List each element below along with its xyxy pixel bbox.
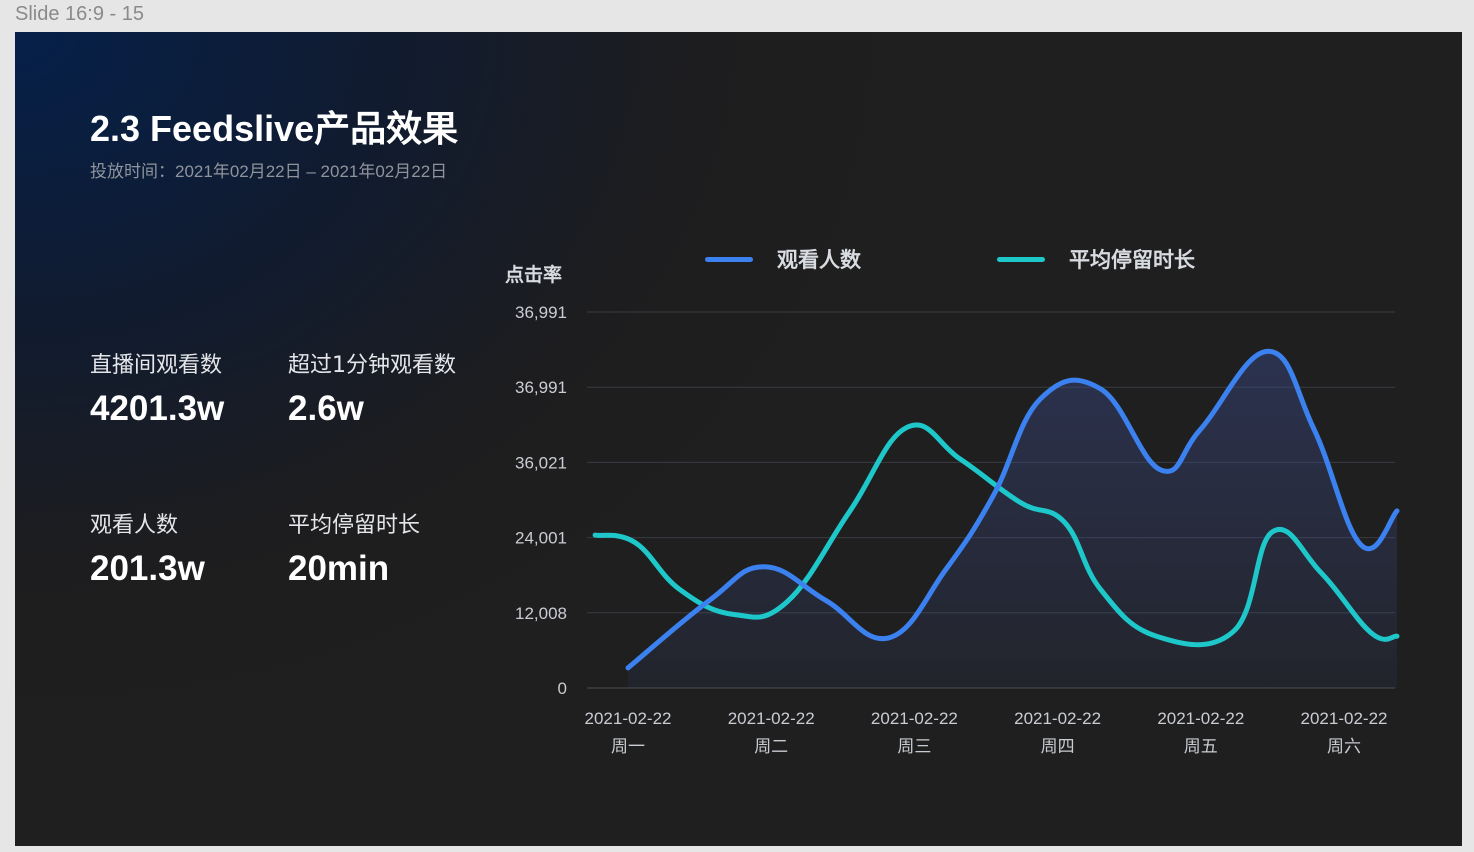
line-chart: 0 12,008 24,001 36,021 36,991 36,991 2021-02-2… [515,303,1400,757]
stat-value: 2.6w [288,389,364,428]
y-tick-label: 36,021 [515,453,567,472]
stat-live-views: 直播间观看数 4201.3w [90,347,224,429]
x-tick-day: 周三 [897,737,931,757]
x-tick-day: 周二 [754,737,788,757]
series-area [628,351,1397,688]
stat-label: 平均停留时长 [288,513,421,538]
x-tick-date: 2021-02-22 [1157,709,1244,728]
stat-label: 直播间观看数 [90,353,223,378]
x-tick-day: 周一 [611,737,645,757]
legend-item-viewers[interactable]: 观看人数 [705,244,861,274]
stat-label: 超过1分钟观看数 [288,353,456,378]
y-tick-label: 12,008 [515,604,567,623]
stat-avg-stay-time: 平均停留时长 20min [288,507,420,589]
stat-label: 观看人数 [90,513,179,538]
legend-item-avg-stay[interactable]: 平均停留时长 [997,244,1195,274]
stat-value: 4201.3w [90,389,225,428]
y-tick-label: 0 [558,679,567,698]
frame-label[interactable]: Slide 16:9 - 15 [15,3,144,25]
slide-subtitle: 投放时间：2021年02月22日 – 2021年02月22日 [90,162,448,181]
x-tick-date: 2021-02-22 [728,709,815,728]
series-line [625,348,1400,671]
y-tick-label: 36,991 [515,378,567,397]
stat-over-1min-views: 超过1分钟观看数 2.6w [288,347,456,429]
slide-canvas: 2.3 Feedslive产品效果 投放时间：2021年02月22日 – 202… [15,32,1462,846]
x-tick-date: 2021-02-22 [585,709,672,728]
x-tick-date: 2021-02-22 [1014,709,1101,728]
x-tick-date: 2021-02-22 [1301,709,1388,728]
stat-value: 201.3w [90,549,205,588]
x-tick-day: 周六 [1327,737,1361,757]
stat-viewers: 观看人数 201.3w [90,507,205,589]
legend-swatch [997,256,1045,262]
legend-swatch [705,256,753,262]
y-axis-title: 点击率 [505,264,563,286]
series-line [592,422,1400,648]
x-tick-day: 周四 [1041,737,1075,757]
stat-value: 20min [288,549,390,588]
legend-label: 观看人数 [777,248,861,272]
x-tick-day: 周五 [1184,737,1218,757]
legend-label: 平均停留时长 [1069,248,1195,272]
y-tick-label: 24,001 [515,529,567,548]
y-tick-label: 36,991 [515,303,567,322]
slide-title: 2.3 Feedslive产品效果 [90,108,459,149]
x-tick-date: 2021-02-22 [871,709,958,728]
